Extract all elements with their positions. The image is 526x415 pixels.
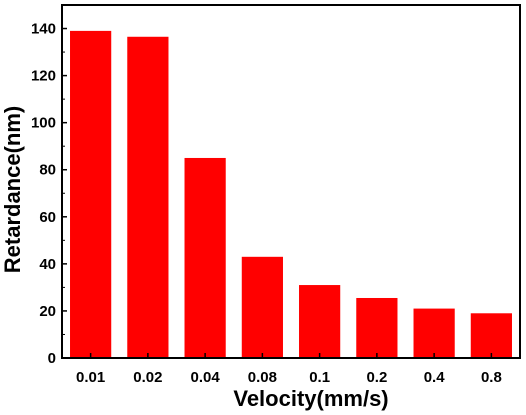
bars-group (70, 30, 512, 359)
x-tick-label: 0.8 (481, 369, 502, 386)
bar-0.4 (413, 308, 455, 358)
x-tick-label: 0.08 (248, 369, 277, 386)
plot-frame (61, 4, 521, 359)
x-tick-label: 0.4 (424, 369, 446, 386)
y-tick-label: 60 (39, 209, 56, 226)
x-axis-title: Velocity(mm/s) (233, 386, 388, 411)
y-tick-label: 0 (48, 350, 56, 367)
bar-0.02 (127, 36, 169, 359)
y-tick-label: 140 (31, 21, 56, 38)
y-tick-label: 40 (39, 256, 56, 273)
y-tick-label: 120 (31, 68, 56, 85)
x-tick-label: 0.02 (133, 369, 162, 386)
bar-0.08 (241, 256, 283, 358)
y-axis-ticks: 0 20 40 60 80 100 120 140 (31, 21, 67, 367)
bar-0.01 (70, 30, 112, 359)
y-tick-label: 80 (39, 162, 56, 179)
y-tick-label: 100 (31, 115, 56, 132)
x-axis-ticks: 0.01 0.02 0.04 0.08 0.1 0.2 0.4 0.8 (76, 353, 502, 386)
x-tick-label: 0.01 (76, 369, 105, 386)
bar-0.8 (470, 313, 512, 358)
y-axis-title: Retardance(nm) (0, 106, 25, 273)
bar-0.2 (356, 297, 398, 358)
x-tick-label: 0.1 (309, 369, 330, 386)
y-tick-label: 20 (39, 303, 56, 320)
x-tick-label: 0.04 (191, 369, 221, 386)
x-tick-label: 0.2 (366, 369, 387, 386)
bar-0.1 (299, 285, 341, 358)
bar-0.04 (184, 157, 226, 358)
